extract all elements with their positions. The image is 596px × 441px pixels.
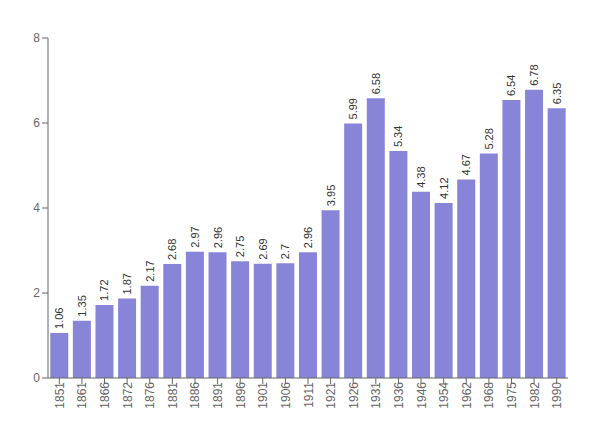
svg-text:1926: 1926	[347, 382, 361, 409]
svg-text:6.78: 6.78	[528, 64, 540, 85]
svg-text:2.96: 2.96	[302, 227, 314, 248]
svg-text:2: 2	[33, 286, 40, 300]
svg-text:1931: 1931	[369, 382, 383, 409]
svg-text:6: 6	[33, 116, 40, 130]
svg-text:2.7: 2.7	[279, 244, 291, 259]
svg-text:1954: 1954	[437, 382, 451, 409]
svg-text:1.06: 1.06	[53, 308, 65, 329]
svg-text:6.35: 6.35	[551, 83, 563, 104]
svg-text:2.75: 2.75	[234, 236, 246, 257]
svg-text:4: 4	[33, 201, 40, 215]
svg-text:1876: 1876	[143, 382, 157, 409]
svg-text:1962: 1962	[460, 382, 474, 409]
svg-text:4.67: 4.67	[460, 154, 472, 175]
svg-text:3.95: 3.95	[325, 185, 337, 206]
svg-text:1990: 1990	[550, 382, 564, 409]
svg-text:2.68: 2.68	[166, 239, 178, 260]
svg-text:2.69: 2.69	[257, 238, 269, 259]
svg-text:1975: 1975	[505, 382, 519, 409]
svg-text:2.17: 2.17	[144, 260, 156, 281]
svg-text:1.35: 1.35	[76, 295, 88, 316]
svg-text:1911: 1911	[302, 382, 316, 408]
svg-text:1866: 1866	[98, 382, 112, 409]
svg-text:4.38: 4.38	[415, 166, 427, 187]
svg-text:6.58: 6.58	[370, 73, 382, 94]
svg-text:1901: 1901	[256, 382, 270, 409]
svg-text:1906: 1906	[279, 382, 293, 409]
svg-text:1851: 1851	[53, 382, 67, 409]
svg-text:1.72: 1.72	[98, 279, 110, 300]
svg-text:8: 8	[33, 31, 40, 45]
svg-text:1886: 1886	[188, 382, 202, 409]
svg-text:5.34: 5.34	[392, 126, 404, 147]
svg-text:1.87: 1.87	[121, 273, 133, 294]
svg-text:0: 0	[33, 371, 40, 385]
svg-text:1891: 1891	[211, 382, 225, 409]
svg-text:1982: 1982	[528, 382, 542, 409]
svg-text:5.99: 5.99	[347, 98, 359, 119]
svg-text:6.54: 6.54	[505, 75, 517, 96]
svg-text:1936: 1936	[392, 382, 406, 409]
svg-text:1872: 1872	[121, 382, 135, 409]
svg-text:2.96: 2.96	[212, 227, 224, 248]
svg-text:1881: 1881	[166, 382, 180, 409]
svg-text:1896: 1896	[234, 382, 248, 409]
svg-text:1968: 1968	[482, 382, 496, 409]
svg-text:1861: 1861	[75, 382, 89, 409]
svg-text:5.28: 5.28	[483, 128, 495, 149]
svg-text:1946: 1946	[415, 382, 429, 409]
svg-text:2.97: 2.97	[189, 226, 201, 247]
svg-text:1921: 1921	[324, 382, 338, 409]
svg-text:4.12: 4.12	[438, 177, 450, 198]
